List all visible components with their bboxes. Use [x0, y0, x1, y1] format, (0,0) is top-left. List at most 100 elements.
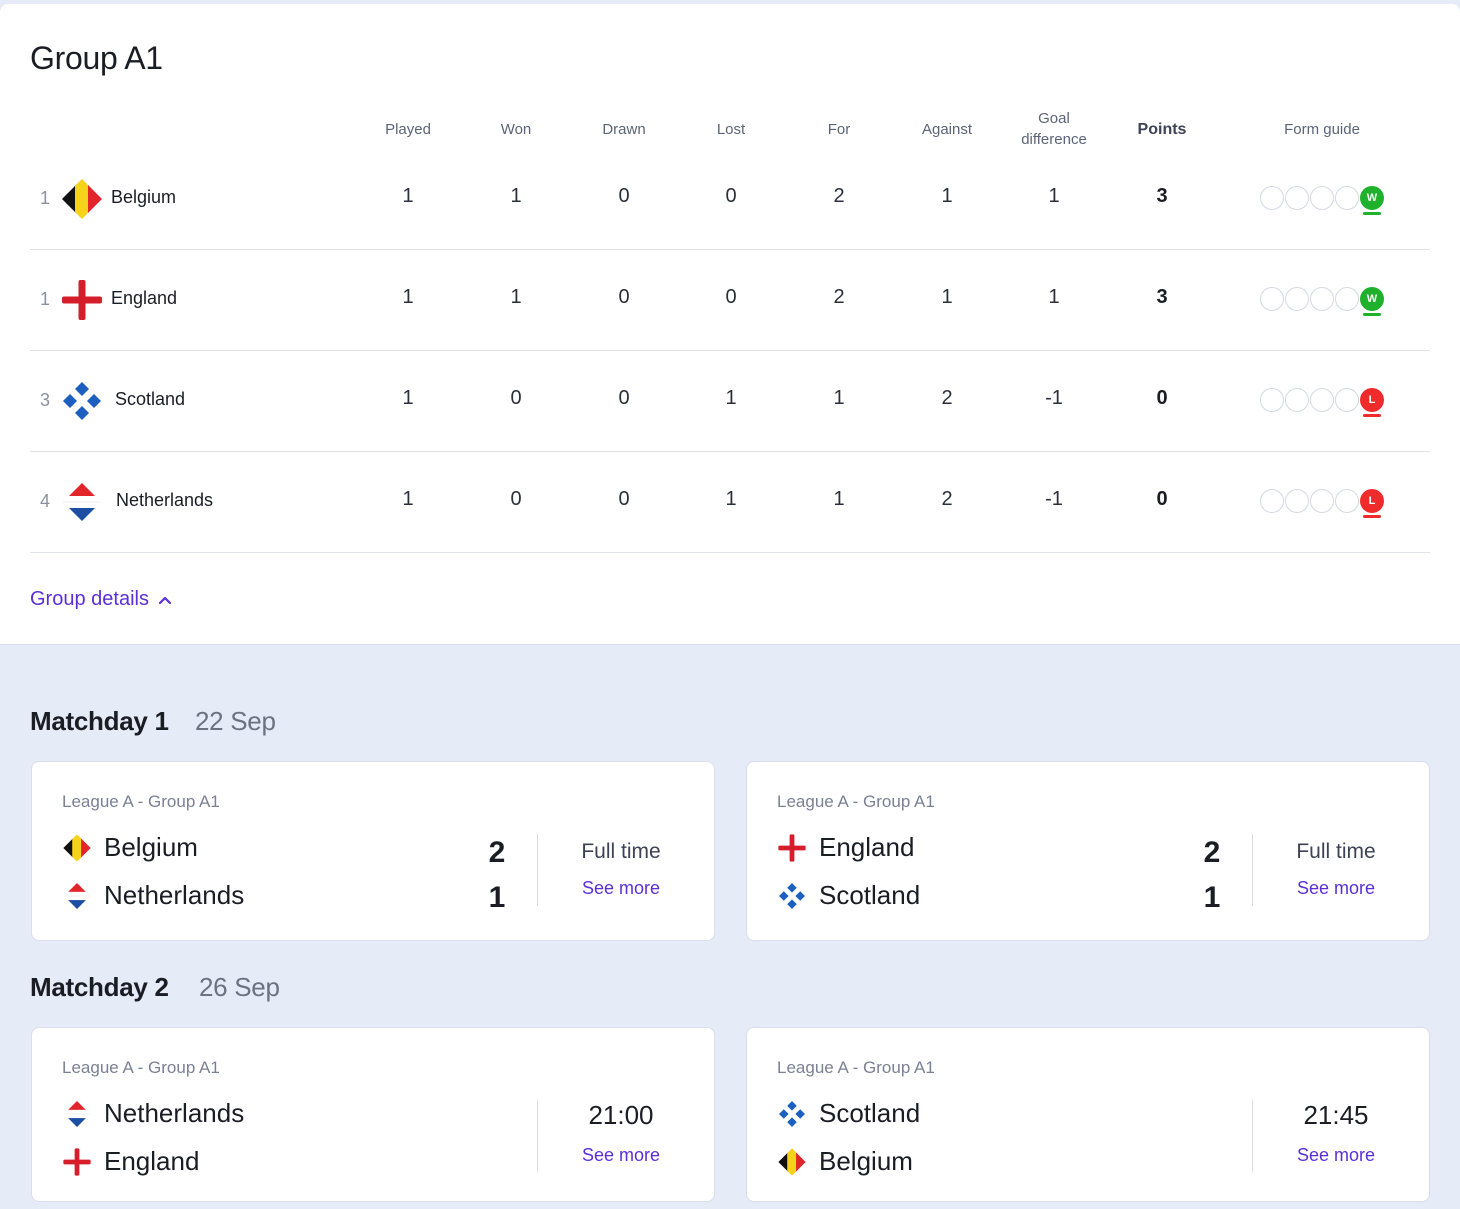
league-label: League A - Group A1 — [62, 792, 220, 811]
form-empty — [1335, 388, 1359, 412]
home-score: 2 — [1203, 836, 1221, 869]
divider — [537, 834, 538, 906]
see-more-link[interactable]: See more — [581, 1145, 661, 1165]
cell-lost: 1 — [725, 488, 737, 510]
england-flag-icon — [778, 833, 806, 862]
away-team: England — [62, 1146, 199, 1177]
form-empty — [1260, 388, 1284, 412]
table-header: Played Won Drawn Lost For Against Goal d… — [0, 104, 1460, 154]
group-details-label: Group details — [30, 588, 149, 610]
divider — [537, 1100, 538, 1172]
team-flag — [60, 480, 104, 524]
table-row[interactable]: 1 Belgium 1 1 0 0 2 1 1 3 W — [30, 149, 1430, 250]
away-team-name: Netherlands — [104, 880, 245, 910]
match-card[interactable]: League A - Group A1 Belgium Netherlands 2 1 F… — [31, 761, 715, 941]
cell-gd: -1 — [1045, 387, 1063, 409]
col-won: Won — [500, 120, 532, 138]
netherlands-flag-icon — [63, 483, 101, 521]
cell-against: 2 — [941, 387, 953, 409]
form-empty — [1285, 186, 1309, 210]
cell-lost: 0 — [725, 185, 737, 207]
cell-played: 1 — [402, 387, 414, 409]
table-row[interactable]: 4 Netherlands 1 0 0 1 1 2 -1 0 L — [30, 452, 1430, 553]
cell-won: 0 — [510, 488, 522, 510]
match-card[interactable]: League A - Group A1 Scotland Belgium 21:45 S… — [746, 1027, 1430, 1202]
cell-won: 1 — [510, 286, 522, 308]
see-more-link[interactable]: See more — [1296, 878, 1376, 898]
form-result-badge[interactable]: L — [1360, 388, 1384, 417]
chevron-up-icon — [158, 596, 172, 604]
matchday-1-title: Matchday 1 — [30, 706, 169, 736]
form-empty — [1285, 388, 1309, 412]
belgium-flag-icon — [778, 1147, 806, 1176]
home-team-name: Scotland — [819, 1098, 921, 1128]
scotland-flag-icon — [63, 382, 101, 420]
match-status: Full time — [1296, 840, 1376, 863]
match-card[interactable]: League A - Group A1 Netherlands England 21:… — [31, 1027, 715, 1202]
away-score: 1 — [1203, 881, 1221, 914]
team-flag — [60, 177, 104, 221]
home-team: England — [777, 832, 914, 863]
netherlands-flag-icon — [64, 1100, 90, 1127]
team-name[interactable]: Netherlands — [116, 490, 214, 510]
league-label: League A - Group A1 — [777, 792, 935, 811]
away-team-name: Belgium — [819, 1146, 913, 1176]
cell-points: 0 — [1156, 488, 1168, 510]
kickoff-time: 21:45 — [1303, 1100, 1369, 1130]
cell-against: 1 — [941, 185, 953, 207]
form-empty — [1260, 489, 1284, 513]
col-form-guide: Form guide — [1284, 120, 1360, 138]
team-name[interactable]: England — [111, 288, 178, 308]
form-result-badge[interactable]: W — [1360, 287, 1384, 316]
cell-against: 1 — [941, 286, 953, 308]
col-drawn: Drawn — [602, 120, 646, 138]
cell-gd: 1 — [1048, 185, 1060, 207]
kickoff-time: 21:00 — [588, 1100, 654, 1130]
cell-against: 2 — [941, 488, 953, 510]
team-name[interactable]: Scotland — [115, 389, 186, 409]
league-label: League A - Group A1 — [62, 1058, 220, 1077]
col-against: Against — [921, 120, 973, 138]
home-team-name: Belgium — [104, 832, 198, 862]
cell-gd: 1 — [1048, 286, 1060, 308]
form-result-badge[interactable]: W — [1360, 186, 1384, 215]
see-more-link[interactable]: See more — [581, 878, 661, 898]
form-empty — [1335, 489, 1359, 513]
matchday-1-date: 22 Sep — [195, 706, 276, 736]
group-details-toggle[interactable]: Group details — [30, 588, 173, 611]
england-flag-icon — [62, 280, 102, 320]
rank: 3 — [40, 390, 51, 410]
home-team: Belgium — [62, 832, 198, 863]
table-row[interactable]: 1 England 1 1 0 0 2 1 1 3 W — [30, 250, 1430, 351]
group-standings-card: Group A1 Played Won Drawn Lost For Again… — [0, 4, 1460, 645]
rank: 4 — [40, 491, 51, 511]
home-team: Netherlands — [62, 1098, 244, 1129]
league-label: League A - Group A1 — [777, 1058, 935, 1077]
table-row[interactable]: 3 Scotland 1 0 0 1 1 2 -1 0 L — [30, 351, 1430, 452]
form-guide: W — [1260, 287, 1384, 316]
form-result-badge[interactable]: L — [1360, 489, 1384, 518]
divider — [1252, 1100, 1253, 1172]
rank: 1 — [40, 188, 51, 208]
away-team: Scotland — [777, 880, 920, 911]
form-guide: L — [1260, 489, 1384, 518]
form-empty — [1285, 489, 1309, 513]
team-flag — [60, 379, 104, 423]
cell-played: 1 — [402, 286, 414, 308]
cell-gd: -1 — [1045, 488, 1063, 510]
see-more-link[interactable]: See more — [1296, 1145, 1376, 1165]
home-team-name: Netherlands — [104, 1098, 245, 1128]
form-empty — [1310, 287, 1334, 311]
cell-for: 1 — [833, 387, 845, 409]
away-team: Belgium — [777, 1146, 913, 1177]
away-team-name: England — [104, 1146, 200, 1176]
form-empty — [1260, 287, 1284, 311]
team-name[interactable]: Belgium — [111, 187, 177, 207]
form-empty — [1285, 287, 1309, 311]
netherlands-flag-icon — [64, 882, 90, 909]
cell-drawn: 0 — [618, 488, 630, 510]
form-guide: W — [1260, 186, 1384, 215]
cell-lost: 1 — [725, 387, 737, 409]
form-empty — [1335, 186, 1359, 210]
match-card[interactable]: League A - Group A1 England Scotland 2 1 Full… — [746, 761, 1430, 941]
